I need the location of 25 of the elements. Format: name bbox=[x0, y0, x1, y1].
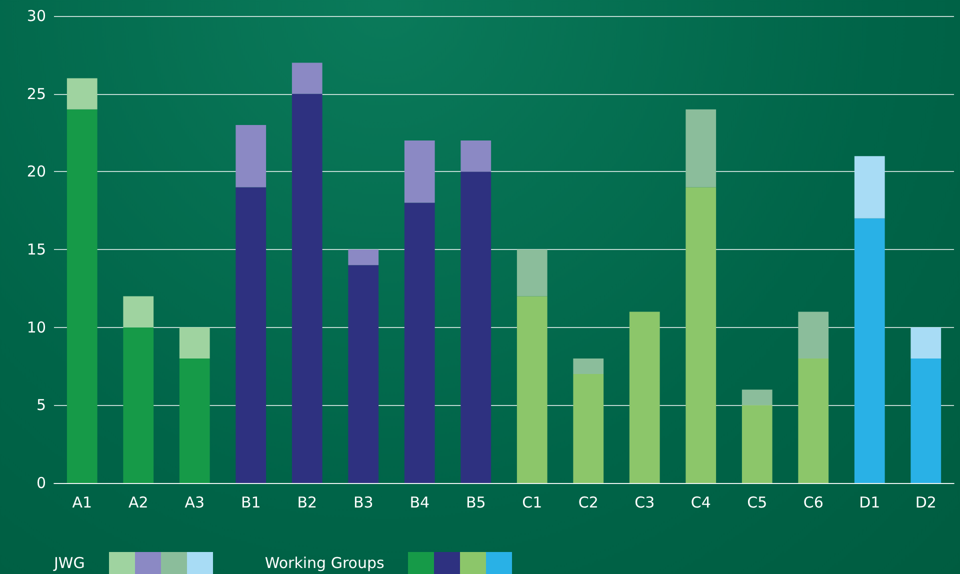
y-tick-label: 20 bbox=[26, 162, 46, 181]
y-tick-label: 10 bbox=[26, 318, 46, 336]
x-tick-label: A3 bbox=[184, 494, 205, 512]
x-tick-label: C5 bbox=[747, 494, 768, 512]
legend-label: JWG bbox=[54, 554, 85, 572]
x-tick-label: C4 bbox=[690, 494, 711, 512]
x-tick-label: B1 bbox=[240, 494, 261, 512]
x-tick-label: C1 bbox=[522, 494, 542, 512]
x-tick-label: C6 bbox=[803, 494, 824, 512]
x-tick-label: D1 bbox=[859, 494, 880, 512]
y-tick-label: 15 bbox=[26, 240, 46, 258]
x-tick-label: D2 bbox=[915, 494, 936, 512]
x-tick-label: B5 bbox=[466, 494, 486, 512]
y-tick-label: 0 bbox=[36, 474, 46, 492]
legend-label: Working Groups bbox=[264, 554, 384, 572]
x-tick-label: B4 bbox=[410, 494, 430, 512]
y-tick-label: 5 bbox=[36, 396, 46, 414]
x-tick-label: C3 bbox=[634, 494, 655, 512]
y-tick-label: 30 bbox=[26, 7, 46, 25]
x-tick-label: C2 bbox=[578, 494, 598, 512]
y-tick-label: 25 bbox=[26, 84, 46, 103]
x-tick-label: A2 bbox=[128, 494, 148, 512]
x-tick-label: B2 bbox=[297, 494, 318, 512]
x-tick-label: B3 bbox=[353, 494, 374, 512]
x-tick-label: A1 bbox=[72, 494, 92, 512]
